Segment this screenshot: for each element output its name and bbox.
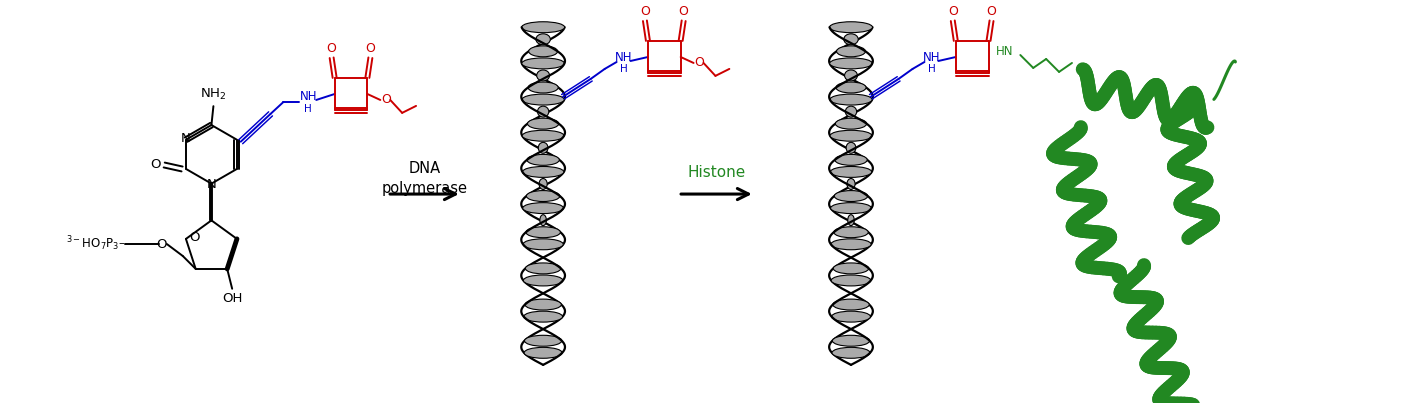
Text: H: H [928,64,935,74]
Ellipse shape [830,58,872,69]
Ellipse shape [522,58,564,69]
Text: NH$_2$: NH$_2$ [201,87,226,102]
Ellipse shape [525,299,561,310]
Text: H: H [619,64,628,74]
Text: OH: OH [222,292,242,305]
Ellipse shape [522,166,564,177]
Text: O: O [382,93,392,107]
Ellipse shape [847,179,855,189]
Ellipse shape [536,34,550,45]
Text: H: H [304,104,312,114]
Ellipse shape [523,203,564,214]
Ellipse shape [527,118,559,129]
Ellipse shape [830,22,872,33]
Ellipse shape [522,22,564,33]
Text: NH: NH [300,90,317,103]
Ellipse shape [830,203,871,214]
Text: O: O [679,5,689,18]
Text: $^{3-}$HO$_{7}$P$_{3}$–: $^{3-}$HO$_{7}$P$_{3}$– [65,235,126,253]
Ellipse shape [846,106,857,117]
Ellipse shape [522,130,564,141]
Text: N: N [181,132,191,145]
Ellipse shape [529,46,557,57]
Ellipse shape [537,70,550,81]
Text: O: O [947,5,957,18]
Ellipse shape [830,166,871,177]
Ellipse shape [539,179,547,189]
Ellipse shape [527,82,559,93]
Ellipse shape [844,34,858,45]
Text: O: O [327,42,337,55]
Ellipse shape [833,335,870,346]
Ellipse shape [831,347,870,358]
Ellipse shape [848,215,854,225]
Ellipse shape [834,191,868,202]
Ellipse shape [831,275,871,286]
Text: O: O [365,42,375,55]
Text: NH: NH [923,51,940,65]
Ellipse shape [834,227,868,238]
Ellipse shape [523,239,563,250]
Text: Histone: Histone [687,165,745,180]
Text: O: O [694,57,704,69]
Ellipse shape [523,311,563,322]
Ellipse shape [540,215,546,225]
Text: O: O [641,5,650,18]
Text: DNA: DNA [409,161,441,176]
Text: NH: NH [615,51,632,65]
Text: N: N [206,178,216,191]
Ellipse shape [830,130,872,141]
Text: O: O [150,158,161,170]
Ellipse shape [836,82,865,93]
Ellipse shape [833,263,868,274]
Ellipse shape [831,311,871,322]
Text: polymerase: polymerase [382,181,468,196]
Ellipse shape [837,46,865,57]
Ellipse shape [846,142,855,153]
Text: HN: HN [995,44,1014,57]
Ellipse shape [836,118,867,129]
Ellipse shape [834,154,867,165]
Text: O: O [987,5,997,18]
Ellipse shape [523,275,563,286]
Ellipse shape [522,94,564,105]
Text: O: O [157,238,167,250]
Ellipse shape [525,347,563,358]
Ellipse shape [526,263,561,274]
Ellipse shape [833,299,870,310]
Ellipse shape [831,239,871,250]
Ellipse shape [526,227,560,238]
Ellipse shape [525,335,561,346]
Ellipse shape [527,154,560,165]
Text: O: O [189,231,201,244]
Ellipse shape [526,191,560,202]
Ellipse shape [844,70,857,81]
Ellipse shape [539,142,549,153]
Ellipse shape [537,106,549,117]
Ellipse shape [830,94,872,105]
